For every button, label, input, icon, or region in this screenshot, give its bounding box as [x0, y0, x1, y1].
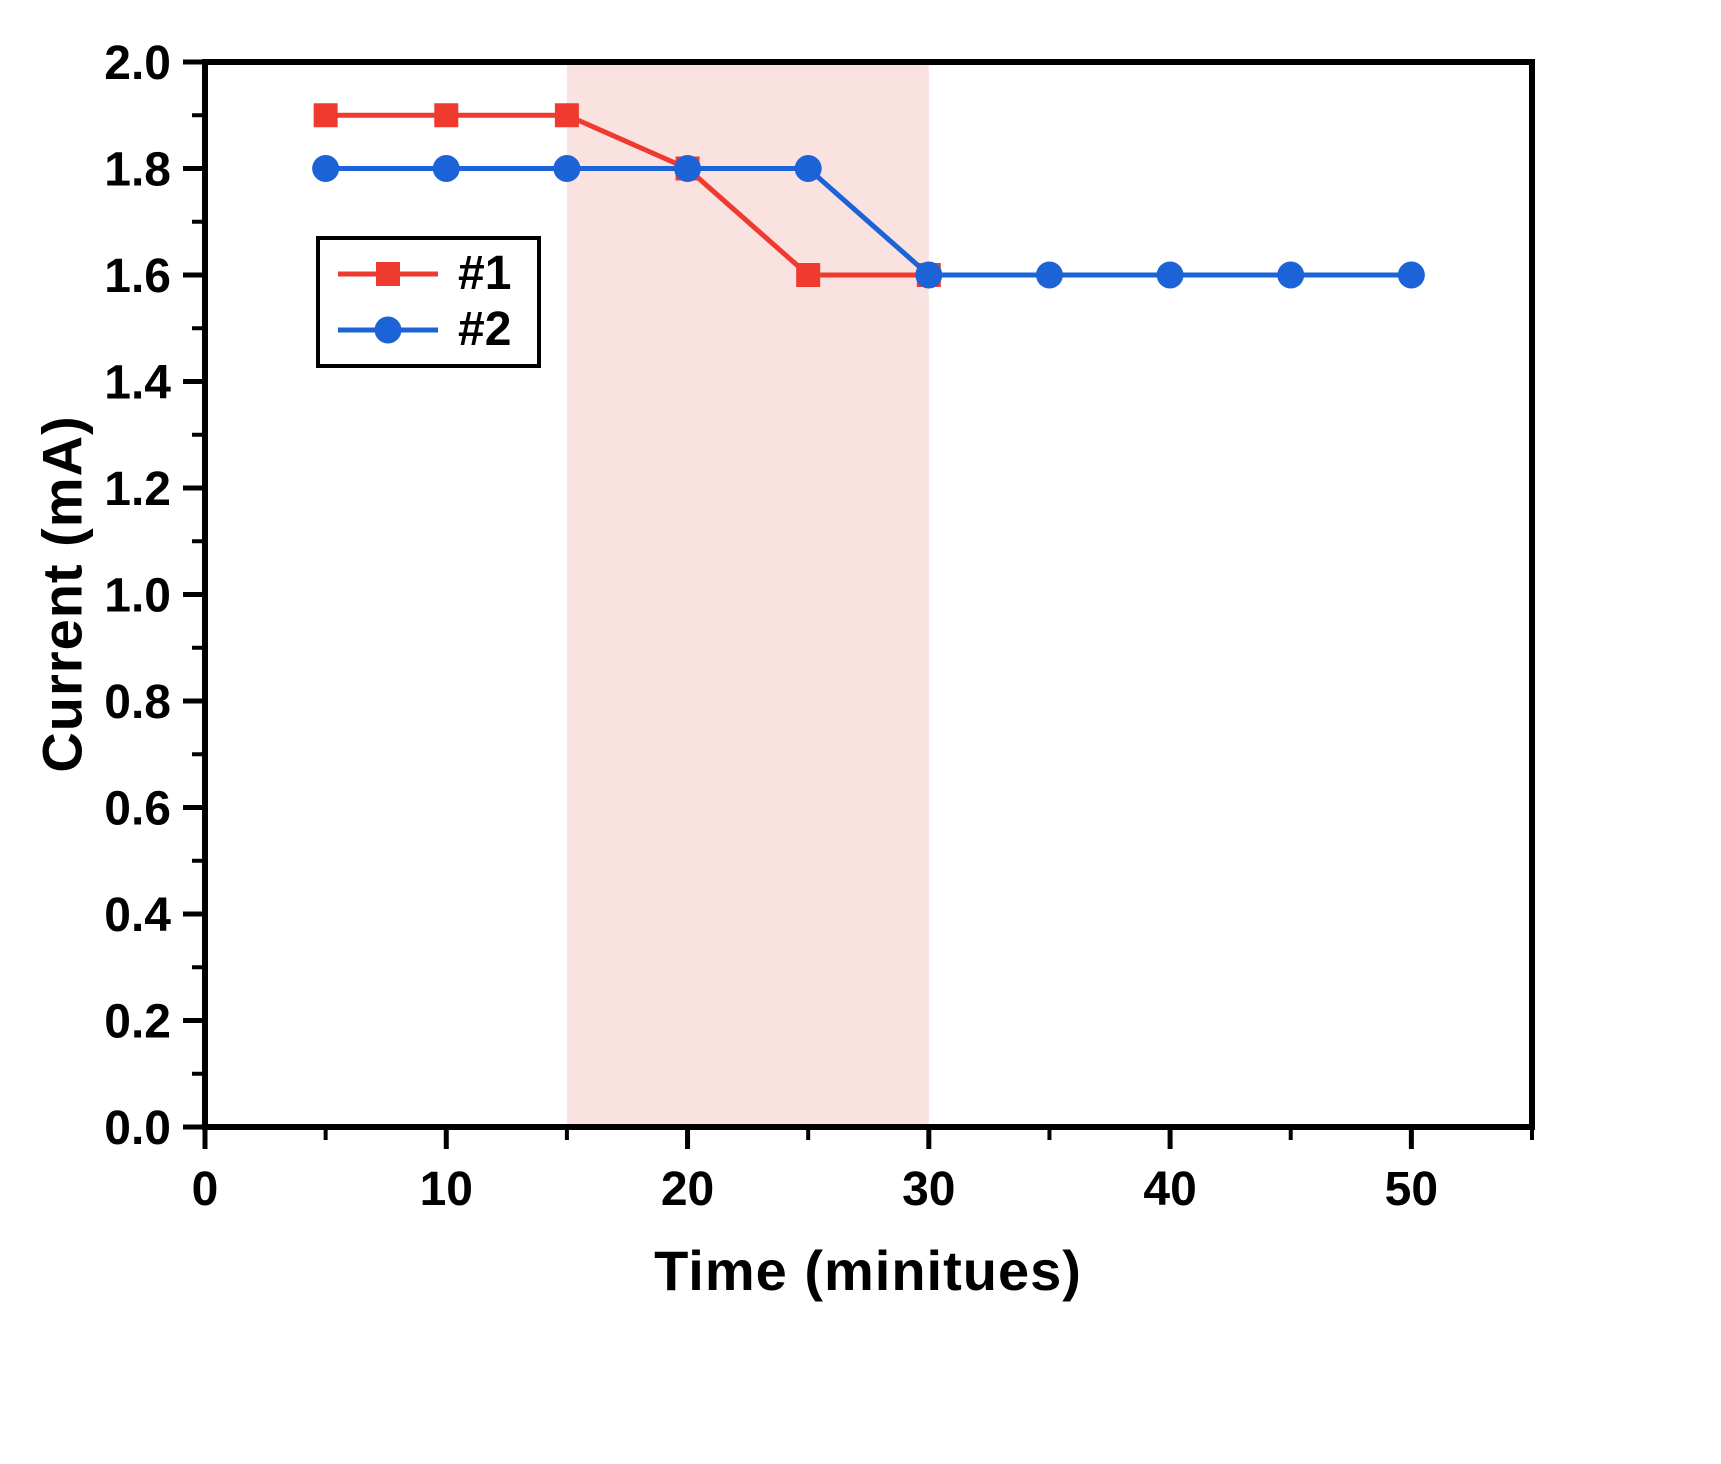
legend-entry-series2: #2: [336, 306, 511, 354]
shaded-region: [566, 62, 929, 1127]
tick-label: 0.8: [104, 676, 171, 729]
tick-label: 50: [1385, 1163, 1438, 1216]
data-point: [794, 155, 822, 182]
tick-label: 0: [192, 1163, 219, 1216]
tick-label: 1.0: [104, 570, 171, 623]
data-point: [312, 155, 340, 182]
data-point: [1277, 261, 1305, 289]
legend-swatch-square: [338, 262, 438, 286]
x-axis-ticks: [202, 1127, 1534, 1149]
y-axis-title: Current (mA): [30, 415, 94, 773]
tick-label: 0.6: [104, 783, 171, 836]
legend-entry-series1: #1: [336, 250, 511, 298]
legend: #1 #2: [316, 236, 542, 368]
tick-label: 20: [661, 1163, 714, 1216]
series-2: [312, 155, 1425, 289]
legend-label-series2: #2: [458, 303, 512, 356]
y-axis-ticks: [183, 59, 205, 1130]
tick-label: 0.4: [104, 889, 171, 942]
tick-label: 0.0: [104, 1102, 171, 1155]
tick-label: 10: [420, 1163, 473, 1216]
data-point: [1035, 261, 1063, 289]
data-point: [554, 103, 579, 128]
tick-label: 30: [902, 1163, 955, 1216]
tick-label: 1.6: [104, 250, 171, 303]
data-point: [1397, 261, 1425, 289]
tick-label: 2.0: [104, 37, 171, 90]
series-line: [325, 112, 929, 278]
data-point: [553, 155, 581, 182]
tick-label: 1.2: [104, 463, 171, 516]
legend-label-series1: #1: [458, 247, 512, 300]
data-point: [432, 155, 460, 182]
data-point: [915, 261, 943, 289]
tick-label: 1.8: [104, 144, 171, 197]
data-point: [434, 103, 459, 128]
tick-label: 1.4: [104, 357, 171, 410]
legend-swatch-circle: [338, 316, 438, 344]
series-line: [325, 166, 1412, 278]
x-axis-title: Time (minitues): [654, 1239, 1082, 1302]
data-point: [796, 263, 821, 287]
data-point: [313, 103, 338, 128]
tick-label: 40: [1143, 1163, 1196, 1216]
data-point: [1156, 261, 1184, 289]
tick-label: 0.2: [104, 996, 171, 1049]
data-point: [674, 155, 702, 182]
plot-frame: [202, 59, 1535, 1130]
